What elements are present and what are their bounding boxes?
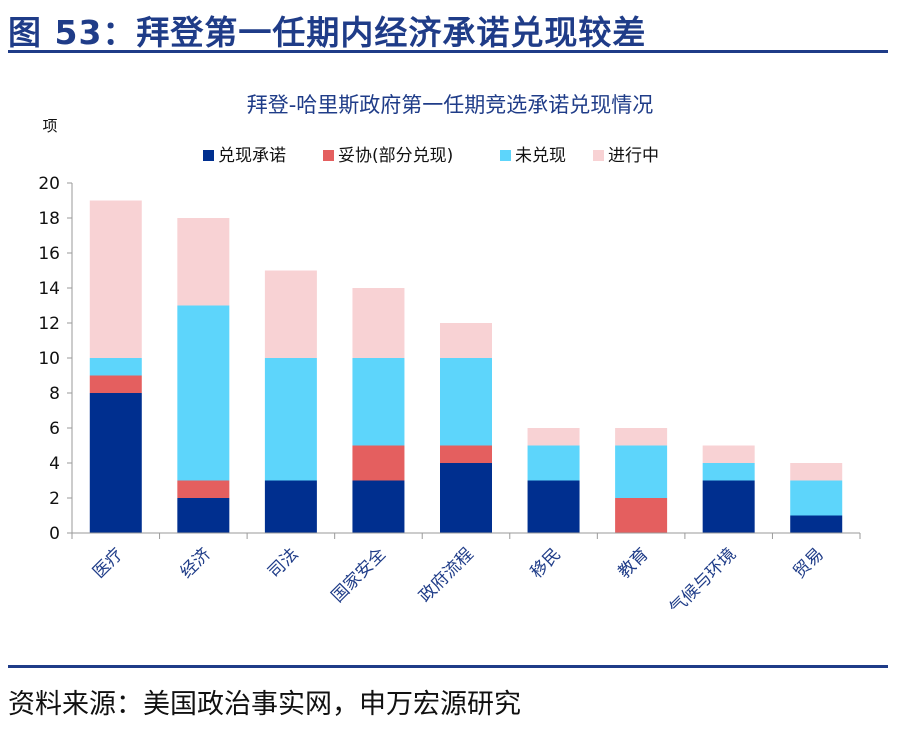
bar-stack (352, 288, 405, 533)
y-tick-label: 12 (38, 314, 60, 334)
bar-segment (89, 393, 142, 533)
y-tick-label: 0 (49, 524, 60, 544)
bar-stack (702, 445, 755, 533)
y-tick-label: 18 (38, 209, 60, 229)
bar-segment (702, 463, 755, 481)
bar-stack (89, 200, 142, 533)
x-category-label: 经济 (177, 544, 215, 582)
bar-segment (177, 305, 230, 481)
legend: 兑现承诺 妥协(部分兑现) 未兑现 进行中 (203, 146, 659, 166)
bar-segment (615, 445, 668, 498)
bar-segment (352, 288, 405, 358)
bar-segment (440, 358, 492, 446)
y-tick-label: 8 (49, 384, 60, 404)
bar-segment (264, 480, 317, 533)
legend-label: 兑现承诺 (218, 146, 286, 166)
y-tick-label: 4 (49, 454, 60, 474)
bar-stack (615, 428, 668, 533)
bars (89, 200, 843, 533)
y-tick-label: 14 (38, 279, 60, 299)
bar-segment (352, 445, 405, 481)
bar-segment (790, 463, 843, 481)
bar-segment (440, 463, 492, 533)
x-category-label: 医疗 (89, 544, 127, 582)
bar-segment (177, 498, 230, 533)
bar-segment (615, 428, 668, 446)
bar-segment (352, 358, 405, 446)
y-tick-label: 2 (49, 489, 60, 509)
bar-segment (440, 323, 492, 358)
x-category-label: 国家安全 (328, 544, 390, 606)
bar-segment (264, 358, 317, 481)
legend-swatch (593, 150, 604, 161)
legend-label: 妥协(部分兑现) (338, 146, 453, 166)
x-category-label: 移民 (527, 544, 565, 582)
bar-stack (440, 323, 492, 533)
y-tick-label: 20 (38, 174, 60, 194)
bar-stack (264, 270, 317, 533)
chart-title: 拜登-哈里斯政府第一任期竞选承诺兑现情况 (247, 93, 654, 117)
bar-segment (527, 480, 580, 533)
bar-segment (89, 200, 142, 358)
bar-segment (89, 375, 142, 393)
bar-segment (790, 515, 843, 533)
bar-segment (177, 480, 230, 498)
legend-swatch (500, 150, 511, 161)
source-note: 资料来源：美国政治事实网，申万宏源研究 (8, 689, 521, 720)
x-category-label: 贸易 (790, 544, 828, 582)
bar-segment (527, 428, 580, 446)
bar-segment (264, 270, 317, 358)
bar-segment (702, 445, 755, 463)
figure-title: 图 53：拜登第一任期内经济承诺兑现较差 (8, 13, 647, 52)
title-divider (8, 50, 888, 53)
bar-segment (702, 480, 755, 533)
bar-stack (177, 218, 230, 533)
x-category-label: 政府流程 (415, 544, 477, 606)
bar-stack (790, 463, 843, 533)
x-category-label: 教育 (614, 544, 652, 582)
y-axis: 0 2 4 6 8 10 12 14 16 18 20 (38, 174, 73, 544)
bar-segment (89, 358, 142, 376)
legend-swatch (203, 150, 214, 161)
bar-segment (790, 480, 843, 516)
y-tick-label: 10 (38, 349, 60, 369)
bar-segment (527, 445, 580, 481)
legend-swatch (323, 150, 334, 161)
footer-divider (8, 665, 888, 668)
x-category-label: 气候与环境 (666, 544, 740, 618)
bar-segment (352, 480, 405, 533)
bar-segment (615, 498, 668, 533)
y-tick-label: 6 (49, 419, 60, 439)
y-axis-unit-label: 项 (42, 117, 57, 135)
y-tick-label: 16 (38, 244, 60, 264)
bar-segment (440, 445, 492, 463)
stacked-bar-chart: 拜登-哈里斯政府第一任期竞选承诺兑现情况 项 兑现承诺 妥协(部分兑现) 未兑现 进行… (38, 93, 861, 619)
bar-segment (177, 218, 230, 306)
legend-label: 进行中 (608, 146, 659, 166)
bar-stack (527, 428, 580, 533)
x-axis: 医疗 经济 司法 国家安全 政府流程 移民 教育 气候与环境 贸易 (71, 532, 861, 619)
legend-label: 未兑现 (515, 146, 566, 166)
x-category-label: 司法 (264, 544, 302, 582)
